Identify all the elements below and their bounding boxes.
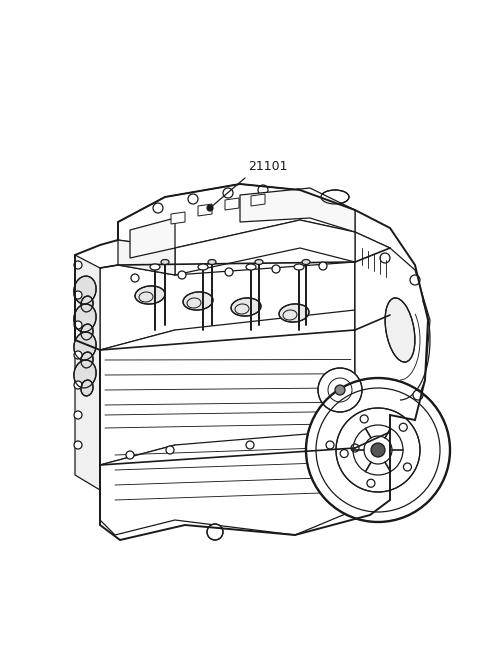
Polygon shape [130,218,175,258]
Circle shape [207,524,223,540]
Polygon shape [75,255,100,490]
Circle shape [319,262,327,270]
Ellipse shape [81,352,93,368]
Ellipse shape [135,286,165,304]
Circle shape [258,185,268,195]
Ellipse shape [385,298,415,362]
Ellipse shape [321,190,349,204]
Circle shape [410,275,420,285]
Polygon shape [171,212,185,224]
Ellipse shape [81,324,93,340]
Polygon shape [355,232,390,310]
Ellipse shape [74,332,96,360]
Ellipse shape [74,276,96,304]
Circle shape [272,265,280,273]
Ellipse shape [198,264,208,270]
Circle shape [74,351,82,359]
Ellipse shape [183,292,213,310]
Circle shape [126,451,134,459]
Circle shape [351,444,359,452]
Polygon shape [118,240,175,275]
Ellipse shape [246,264,256,270]
Polygon shape [175,220,355,275]
Circle shape [380,253,390,263]
Polygon shape [198,204,212,216]
Ellipse shape [294,264,304,270]
Circle shape [246,441,254,449]
Circle shape [207,205,213,211]
Ellipse shape [74,360,96,388]
Circle shape [399,423,407,431]
Polygon shape [100,310,355,465]
Circle shape [383,415,393,425]
Ellipse shape [150,264,160,270]
Circle shape [74,411,82,419]
Circle shape [335,385,345,395]
Circle shape [131,274,139,282]
Ellipse shape [208,260,216,264]
Circle shape [74,261,82,269]
Circle shape [153,203,163,213]
Ellipse shape [279,304,309,322]
Circle shape [404,463,411,471]
Circle shape [318,368,362,412]
Polygon shape [100,430,355,535]
Ellipse shape [255,260,263,264]
Ellipse shape [161,260,169,264]
Circle shape [166,446,174,454]
Circle shape [340,449,348,457]
Circle shape [336,408,420,492]
Circle shape [413,390,423,400]
Polygon shape [240,188,355,232]
Circle shape [223,188,233,198]
Polygon shape [355,415,390,510]
Circle shape [188,194,198,204]
Circle shape [74,291,82,299]
Circle shape [74,381,82,389]
Ellipse shape [81,380,93,396]
Circle shape [74,441,82,449]
Circle shape [371,443,385,457]
Polygon shape [251,194,265,206]
Circle shape [306,378,450,522]
Text: 21101: 21101 [248,160,288,173]
Ellipse shape [231,298,261,316]
Ellipse shape [302,260,310,264]
Ellipse shape [74,304,96,332]
Circle shape [178,271,186,279]
Polygon shape [355,295,390,430]
Circle shape [367,480,375,487]
Polygon shape [118,184,355,248]
Circle shape [225,268,233,276]
Ellipse shape [81,296,93,312]
Circle shape [360,415,368,423]
Circle shape [74,321,82,329]
Polygon shape [225,198,239,210]
Polygon shape [355,232,430,430]
Circle shape [326,441,334,449]
Circle shape [293,189,303,199]
Polygon shape [100,262,355,350]
